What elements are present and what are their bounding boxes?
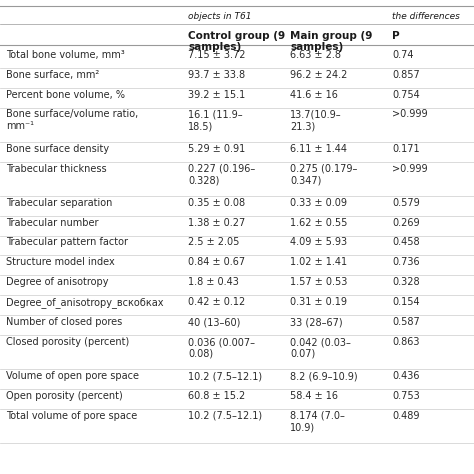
Text: Bone surface, mm²: Bone surface, mm² (6, 70, 99, 80)
Text: Total bone volume, mm³: Total bone volume, mm³ (6, 50, 125, 60)
Text: 0.42 ± 0.12: 0.42 ± 0.12 (188, 297, 246, 307)
Text: 39.2 ± 15.1: 39.2 ± 15.1 (188, 90, 246, 100)
Text: Bone surface density: Bone surface density (6, 144, 109, 154)
Text: Trabecular separation: Trabecular separation (6, 198, 112, 208)
Text: 0.857: 0.857 (392, 70, 420, 80)
Text: 16.1 (11.9–
18.5): 16.1 (11.9– 18.5) (188, 109, 243, 131)
Text: 1.62 ± 0.55: 1.62 ± 0.55 (290, 218, 347, 228)
Text: 0.436: 0.436 (392, 371, 419, 381)
Text: 60.8 ± 15.2: 60.8 ± 15.2 (188, 391, 246, 401)
Text: Trabecular pattern factor: Trabecular pattern factor (6, 237, 128, 247)
Text: 0.154: 0.154 (392, 297, 419, 307)
Text: 0.74: 0.74 (392, 50, 413, 60)
Text: 0.33 ± 0.09: 0.33 ± 0.09 (290, 198, 347, 208)
Text: 1.38 ± 0.27: 1.38 ± 0.27 (188, 218, 246, 228)
Text: 5.29 ± 0.91: 5.29 ± 0.91 (188, 144, 246, 154)
Text: Degree of anisotropy: Degree of anisotropy (6, 277, 108, 287)
Text: objects in T61: objects in T61 (188, 12, 252, 21)
Text: 96.2 ± 24.2: 96.2 ± 24.2 (290, 70, 347, 80)
Text: 0.754: 0.754 (392, 90, 420, 100)
Text: Trabecular number: Trabecular number (6, 218, 98, 228)
Text: Trabecular thickness: Trabecular thickness (6, 164, 106, 173)
Text: 1.57 ± 0.53: 1.57 ± 0.53 (290, 277, 347, 287)
Text: the differences: the differences (392, 12, 460, 21)
Text: 10.2 (7.5–12.1): 10.2 (7.5–12.1) (188, 371, 262, 381)
Text: Percent bone volume, %: Percent bone volume, % (6, 90, 125, 100)
Text: 7.15 ± 3.72: 7.15 ± 3.72 (188, 50, 246, 60)
Text: 0.036 (0.007–
0.08): 0.036 (0.007– 0.08) (188, 337, 255, 359)
Text: Bone surface/volume ratio,
mm⁻¹: Bone surface/volume ratio, mm⁻¹ (6, 109, 138, 131)
Text: 4.09 ± 5.93: 4.09 ± 5.93 (290, 237, 347, 247)
Text: 0.458: 0.458 (392, 237, 419, 247)
Text: Structure model index: Structure model index (6, 257, 114, 267)
Text: Number of closed pores: Number of closed pores (6, 317, 122, 327)
Text: Volume of open pore space: Volume of open pore space (6, 371, 139, 381)
Text: Open porosity (percent): Open porosity (percent) (6, 391, 122, 401)
Text: P: P (392, 31, 400, 41)
Text: 0.269: 0.269 (392, 218, 419, 228)
Text: 0.863: 0.863 (392, 337, 419, 347)
Text: 93.7 ± 33.8: 93.7 ± 33.8 (188, 70, 246, 80)
Text: 6.63 ± 2.8: 6.63 ± 2.8 (290, 50, 341, 60)
Text: Closed porosity (percent): Closed porosity (percent) (6, 337, 129, 347)
Text: 0.275 (0.179–
0.347): 0.275 (0.179– 0.347) (290, 164, 357, 185)
Text: 8.174 (7.0–
10.9): 8.174 (7.0– 10.9) (290, 411, 345, 433)
Text: Degree_of_anisotropy_вскобках: Degree_of_anisotropy_вскобках (6, 297, 163, 308)
Text: Control group (9
samples): Control group (9 samples) (188, 31, 285, 53)
Text: 13.7(10.9–
21.3): 13.7(10.9– 21.3) (290, 109, 342, 131)
Text: 6.11 ± 1.44: 6.11 ± 1.44 (290, 144, 347, 154)
Text: 2.5 ± 2.05: 2.5 ± 2.05 (188, 237, 239, 247)
Text: 1.8 ± 0.43: 1.8 ± 0.43 (188, 277, 239, 287)
Text: 8.2 (6.9–10.9): 8.2 (6.9–10.9) (290, 371, 358, 381)
Text: 1.02 ± 1.41: 1.02 ± 1.41 (290, 257, 347, 267)
Text: 41.6 ± 16: 41.6 ± 16 (290, 90, 338, 100)
Text: >0.999: >0.999 (392, 164, 428, 173)
Text: 0.042 (0.03–
0.07): 0.042 (0.03– 0.07) (290, 337, 351, 359)
Text: 0.753: 0.753 (392, 391, 420, 401)
Text: 58.4 ± 16: 58.4 ± 16 (290, 391, 338, 401)
Text: Main group (9
samples): Main group (9 samples) (290, 31, 373, 53)
Text: 0.579: 0.579 (392, 198, 420, 208)
Text: 0.736: 0.736 (392, 257, 419, 267)
Text: 0.227 (0.196–
0.328): 0.227 (0.196– 0.328) (188, 164, 255, 185)
Text: 0.84 ± 0.67: 0.84 ± 0.67 (188, 257, 246, 267)
Text: 0.587: 0.587 (392, 317, 420, 327)
Text: 40 (13–60): 40 (13–60) (188, 317, 240, 327)
Text: 0.489: 0.489 (392, 411, 419, 421)
Text: 0.328: 0.328 (392, 277, 419, 287)
Text: 10.2 (7.5–12.1): 10.2 (7.5–12.1) (188, 411, 262, 421)
Text: 0.31 ± 0.19: 0.31 ± 0.19 (290, 297, 347, 307)
Text: 0.171: 0.171 (392, 144, 419, 154)
Text: 0.35 ± 0.08: 0.35 ± 0.08 (188, 198, 246, 208)
Text: >0.999: >0.999 (392, 109, 428, 119)
Text: Total volume of pore space: Total volume of pore space (6, 411, 137, 421)
Text: 33 (28–67): 33 (28–67) (290, 317, 343, 327)
